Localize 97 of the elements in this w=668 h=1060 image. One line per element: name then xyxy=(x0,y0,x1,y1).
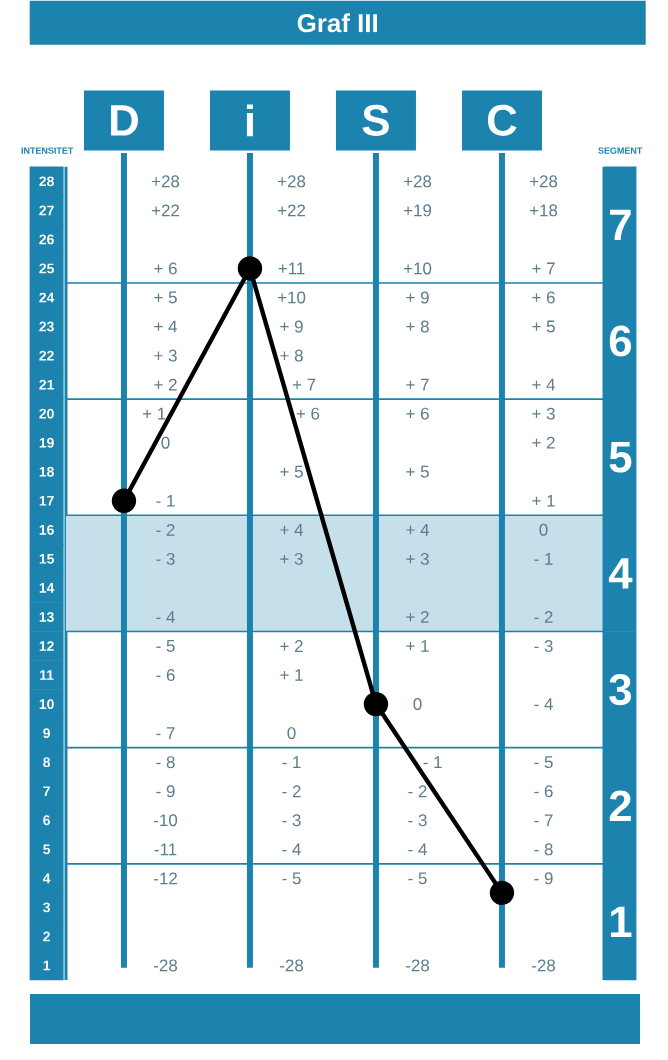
annotation: + 4 xyxy=(280,524,304,536)
annotation: - 1 xyxy=(156,494,175,507)
annotation: + 2 xyxy=(406,611,429,623)
annotation: + 7 xyxy=(406,378,429,391)
annotation: - 8 xyxy=(534,843,553,856)
annotation: + 4 xyxy=(532,378,556,391)
annotation: - 2 xyxy=(156,523,175,536)
point xyxy=(489,880,515,906)
annotation: + 4 xyxy=(154,320,178,333)
annotation: 0 xyxy=(287,727,296,740)
annotation: - 5 xyxy=(282,872,301,885)
annotation: + 3 xyxy=(280,552,303,565)
annotation: + 5 xyxy=(280,465,303,478)
annotation: + 8 xyxy=(280,349,303,362)
y2-tick-label: 7 xyxy=(610,209,631,240)
y2-tick-label: 2 xyxy=(609,790,631,822)
annotation: + 1 xyxy=(143,407,166,420)
point xyxy=(111,488,137,513)
annotation: +10 xyxy=(277,291,306,304)
annotation: - 5 xyxy=(534,756,553,769)
annotation: -11 xyxy=(154,843,177,856)
annotation: -28 xyxy=(154,959,178,972)
annotation: + 6 xyxy=(154,262,177,275)
annotation: + 5 xyxy=(532,320,555,333)
y2-tick-label: 6 xyxy=(609,325,632,357)
annotation: - 5 xyxy=(156,640,175,652)
annotation: +10 xyxy=(403,262,432,275)
annotation: + 3 xyxy=(154,349,177,362)
annotation: + 6 xyxy=(532,291,555,304)
annotation: -10 xyxy=(154,814,178,827)
annotation: +22 xyxy=(151,204,180,217)
x-tick-label: D xyxy=(111,105,138,136)
annotation: -28 xyxy=(280,959,304,972)
annotation: - 3 xyxy=(408,814,427,827)
annotation: + 3 xyxy=(532,407,555,420)
annotation: +28 xyxy=(277,175,306,188)
annotation: - 2 xyxy=(534,611,553,623)
annotation: - 4 xyxy=(156,611,175,623)
annotation: + 4 xyxy=(406,524,430,536)
annotation: + 9 xyxy=(406,291,429,304)
annotation: 0 xyxy=(413,698,422,711)
x-tick-label: i xyxy=(246,104,253,137)
annotation: + 5 xyxy=(406,465,429,478)
chart-title: Graf III xyxy=(297,13,377,33)
annotation: + 1 xyxy=(406,640,429,652)
y2-tick-label: 5 xyxy=(609,441,632,473)
point xyxy=(237,256,263,281)
annotation: - 3 xyxy=(282,814,301,827)
annotation: - 1 xyxy=(423,756,442,768)
annotation: +22 xyxy=(277,204,306,217)
annotation: - 9 xyxy=(156,785,175,798)
annotation: - 7 xyxy=(156,727,175,739)
annotation: + 1 xyxy=(532,494,555,507)
annotation: + 8 xyxy=(406,320,429,333)
annotation: +28 xyxy=(151,175,180,188)
annotation: - 1 xyxy=(282,756,301,768)
annotation: + 6 xyxy=(406,407,429,420)
annotation: +18 xyxy=(529,204,558,217)
annotation: + 2 xyxy=(154,378,177,391)
annotation: - 3 xyxy=(534,640,553,652)
annotation: + 3 xyxy=(406,552,429,565)
annotation: +19 xyxy=(403,204,432,217)
annotation: -28 xyxy=(532,959,556,972)
annotation: - 5 xyxy=(408,872,427,885)
annotation: -12 xyxy=(154,872,177,885)
x-tick-label: S xyxy=(362,104,389,136)
annotation: + 9 xyxy=(280,320,303,333)
annotation: - 1 xyxy=(534,553,553,565)
annotation: - 6 xyxy=(156,669,175,682)
annotation: -28 xyxy=(406,959,430,972)
y2-tick-label: 3 xyxy=(609,674,632,706)
x-tick-label: C xyxy=(487,104,517,136)
annotation: - 7 xyxy=(534,814,553,827)
annotation: - 9 xyxy=(534,872,553,885)
annotation: - 4 xyxy=(534,698,553,710)
annotation: + 7 xyxy=(292,378,316,391)
annotation: +28 xyxy=(529,175,558,188)
annotation: + 1 xyxy=(280,669,303,681)
annotation: - 4 xyxy=(408,843,427,856)
annotation: - 2 xyxy=(408,785,427,798)
annotation: - 4 xyxy=(282,843,301,856)
annotation: - 2 xyxy=(282,785,301,798)
annotation: 0 xyxy=(539,523,548,536)
annotation: 0 xyxy=(161,436,170,449)
y2-tick-label: 1 xyxy=(610,906,632,937)
y2-tick-label: 4 xyxy=(608,558,633,589)
annotation: + 2 xyxy=(532,436,555,449)
annotation: +28 xyxy=(403,175,432,188)
annotation: + 6 xyxy=(296,407,320,420)
annotation: + 7 xyxy=(532,262,555,275)
annotation: + 5 xyxy=(154,291,177,304)
annotation: +11 xyxy=(278,262,305,275)
annotation: + 2 xyxy=(280,640,303,652)
annotation: - 8 xyxy=(156,756,175,769)
annotation: - 3 xyxy=(156,552,175,565)
point xyxy=(363,691,389,717)
annotation: - 6 xyxy=(534,785,553,798)
